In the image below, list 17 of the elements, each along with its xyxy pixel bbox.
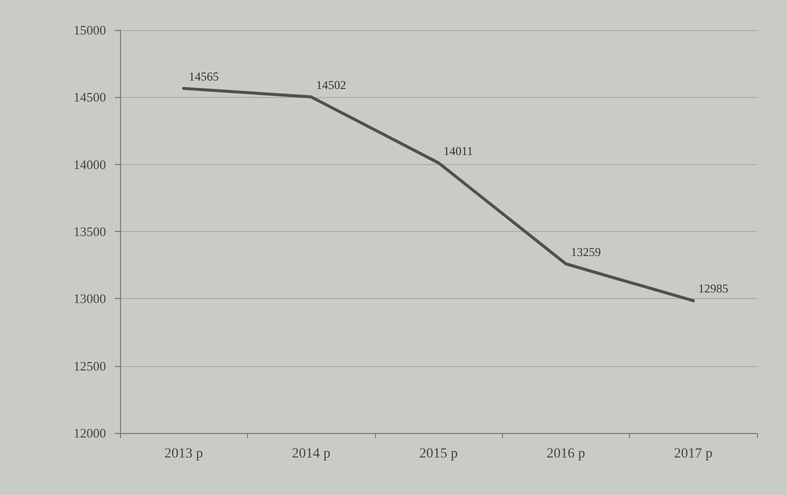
y-tick-label: 13000 <box>74 291 106 306</box>
y-tick-label: 13500 <box>74 224 106 239</box>
x-tick-label: 2016 p <box>546 446 586 462</box>
data-label: 14565 <box>188 69 219 84</box>
x-tick-label: 2015 p <box>419 446 458 462</box>
y-tick-label: 12500 <box>74 358 106 374</box>
x-tick-label: 2014 p <box>292 446 330 462</box>
x-tick-label: 2017 p <box>674 446 713 462</box>
data-label: 14502 <box>316 78 346 92</box>
x-tick-label: 2013 p <box>164 446 203 462</box>
y-tick-label: 15000 <box>74 22 106 38</box>
data-label: 14011 <box>444 144 474 158</box>
y-tick-label: 12000 <box>74 426 106 440</box>
y-tick-label: 14500 <box>74 90 106 105</box>
data-label: 12985 <box>698 282 728 296</box>
data-label: 13259 <box>570 244 601 259</box>
y-tick-label: 14000 <box>74 156 106 172</box>
